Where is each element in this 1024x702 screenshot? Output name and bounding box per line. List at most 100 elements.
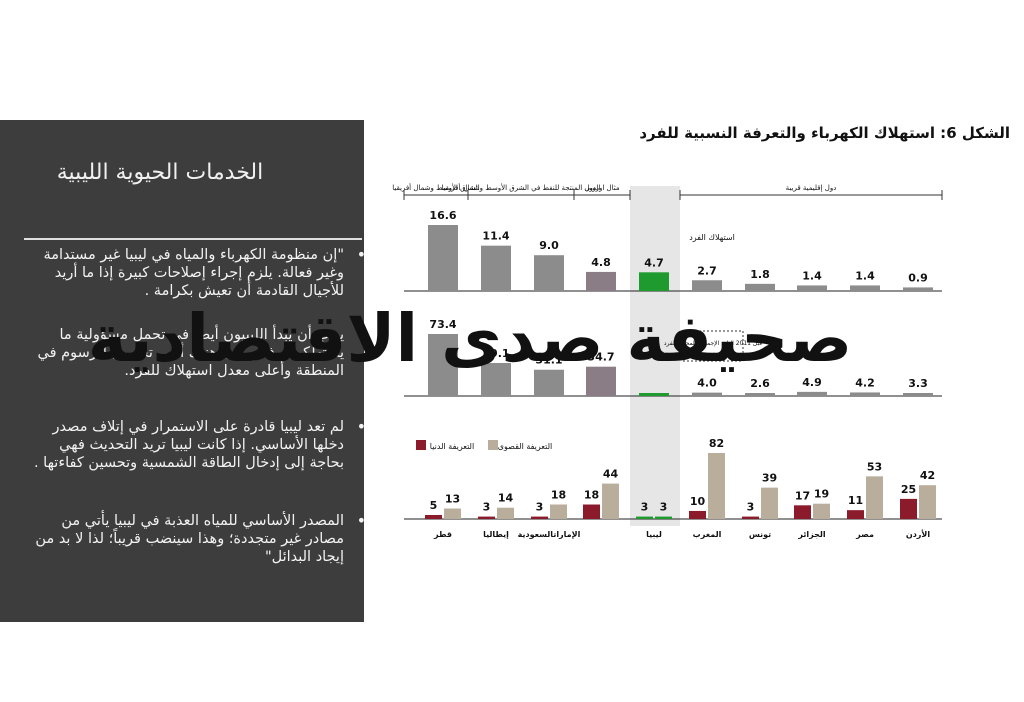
consumption-value-label: 9.0: [539, 239, 559, 252]
panel1-annotation: استهلاك الفرد: [689, 233, 735, 242]
tariff-min-bar: [742, 516, 759, 519]
panel2-annotation-box: [682, 330, 744, 362]
group-label: الشرق الأوسط وشمال أفريقيا: [392, 183, 480, 192]
tariff-min-label: 3: [483, 501, 491, 514]
gdp-bar: [586, 366, 616, 396]
tariff-max-bar: [655, 516, 672, 519]
bullet-dot: •: [356, 417, 366, 436]
tariff-max-label: 44: [603, 468, 619, 481]
tariff-max-bar: [708, 453, 725, 519]
gdp-value-label: 3.3: [908, 377, 928, 390]
gdp-bar: [850, 392, 880, 396]
gdp-bar: [534, 369, 564, 396]
tariff-min-bar: [847, 510, 864, 519]
category-label: قطر: [433, 530, 452, 539]
tariff-max-label: 14: [498, 492, 514, 505]
consumption-value-label: 2.7: [697, 264, 717, 277]
gdp-bar: [692, 392, 722, 396]
tariff-min-bar: [794, 505, 811, 519]
tariff-max-label: 18: [551, 489, 566, 502]
gdp-bar: [639, 393, 669, 396]
tariff-min-bar: [478, 516, 495, 519]
consumption-value-label: 1.4: [855, 269, 875, 282]
bullet-text: "إن منظومة الكهرباء والمياه في ليبيا غير…: [43, 247, 344, 299]
legend-max-swatch: [488, 440, 498, 450]
category-label: إيطاليا: [483, 530, 509, 539]
group-label: الدول المنتجة للنفط في الشرق الأوسط وشما…: [441, 183, 600, 192]
gdp-value-label: 31.1: [535, 354, 562, 367]
group-label: مثال اوروبي: [584, 184, 619, 192]
tariff-min-label: 17: [795, 489, 810, 502]
category-label: المغرب: [693, 530, 722, 539]
bullet-text: يجب أن يبدأ الليبيون أيضاً في تحمل مسؤول…: [37, 327, 344, 379]
tariff-max-label: 39: [762, 472, 777, 485]
tariff-min-bar: [425, 514, 442, 519]
tariff-min-bar: [689, 510, 706, 519]
libya-highlight-band: [630, 186, 680, 526]
tariff-max-bar: [866, 476, 883, 519]
bullet-3: • لم تعد ليبيا قادرة على الاستمرار في إت…: [24, 418, 366, 472]
gdp-bar: [745, 393, 775, 396]
category-label: تونس: [749, 530, 771, 540]
panel-title: الخدمات الحيوية الليبية: [56, 160, 264, 185]
consumption-bar: [586, 271, 616, 291]
tariff-min-label: 5: [430, 499, 438, 512]
tariff-max-label: 13: [445, 493, 460, 506]
consumption-value-label: 4.7: [644, 256, 664, 269]
consumption-value-label: 1.4: [802, 269, 822, 282]
tariff-max-label: 42: [920, 469, 935, 482]
tariff-max-bar: [761, 487, 778, 519]
gdp-bar: [428, 334, 458, 396]
tariff-min-label: 11: [848, 494, 863, 507]
tariff-min-bar: [636, 516, 653, 519]
bullet-1: • "إن منظومة الكهرباء والمياه في ليبيا غ…: [24, 246, 366, 300]
consumption-bar: [534, 255, 564, 291]
gdp-value-label: 2.6: [750, 377, 770, 390]
gdp-bar: [481, 362, 511, 396]
tariff-min-label: 10: [690, 495, 706, 508]
bullet-dot: •: [356, 245, 366, 264]
figure-title: الشكل 6: استهلاك الكهرباء والتعرفة النسب…: [639, 124, 1010, 142]
consumption-bar: [745, 283, 775, 291]
tariff-max-bar: [813, 503, 830, 519]
tariff-min-label: 18: [584, 489, 599, 502]
consumption-bar: [903, 287, 933, 291]
consumption-value-label: 11.4: [482, 230, 509, 243]
tariff-max-bar: [919, 485, 936, 519]
tariff-min-bar: [531, 516, 548, 519]
gdp-value-label: 4.9: [802, 376, 822, 389]
consumption-bar: [797, 285, 827, 291]
tariff-min-label: 25: [901, 483, 916, 496]
group-label: دول إقليمية قريبة: [786, 184, 837, 192]
tariff-min-bar: [900, 498, 917, 519]
category-label: الإماراتالسعودية: [518, 530, 581, 539]
tariff-max-label: 53: [867, 460, 882, 473]
consumption-value-label: 1.8: [750, 268, 770, 281]
gdp-bar: [797, 391, 827, 396]
gdp-bar: [903, 393, 933, 396]
tariff-max-label: 19: [814, 488, 829, 501]
consumption-value-label: 4.8: [591, 256, 611, 269]
bullet-2: • يجب أن يبدأ الليبيون أيضاً في تحمل مسؤ…: [24, 326, 366, 380]
gdp-value-label: 73.4: [429, 318, 456, 331]
gdp-value-label: 39.1: [482, 347, 509, 360]
bullet-dot: •: [356, 511, 366, 530]
tariff-min-label: 3: [747, 501, 755, 514]
bullet-text: لم تعد ليبيا قادرة على الاستمرار في إتلا…: [33, 419, 344, 471]
tariff-max-label: 3: [660, 501, 668, 514]
tariff-min-label: 3: [641, 501, 649, 514]
consumption-bar: [481, 245, 511, 291]
category-label: الأردن: [906, 529, 930, 539]
consumption-bar: [850, 285, 880, 291]
gdp-value-label: 4.2: [855, 376, 875, 389]
panel2-annotation: قبل 2011 الناتج الإجمالي المحلي للفرد: [664, 340, 762, 347]
consumption-bar: [428, 225, 458, 291]
tariff-max-label: 82: [709, 437, 724, 450]
tariff-min-label: 3: [536, 501, 544, 514]
consumption-bar: [692, 280, 722, 291]
tariff-max-bar: [602, 483, 619, 519]
legend-min-label: التعريفة الدنيا: [430, 442, 474, 451]
gdp-value-label: 4.0: [697, 377, 717, 390]
bullet-text: المصدر الأساسي للمياه العذبة في ليبيا يأ…: [35, 513, 344, 565]
legend-min-swatch: [416, 440, 426, 450]
